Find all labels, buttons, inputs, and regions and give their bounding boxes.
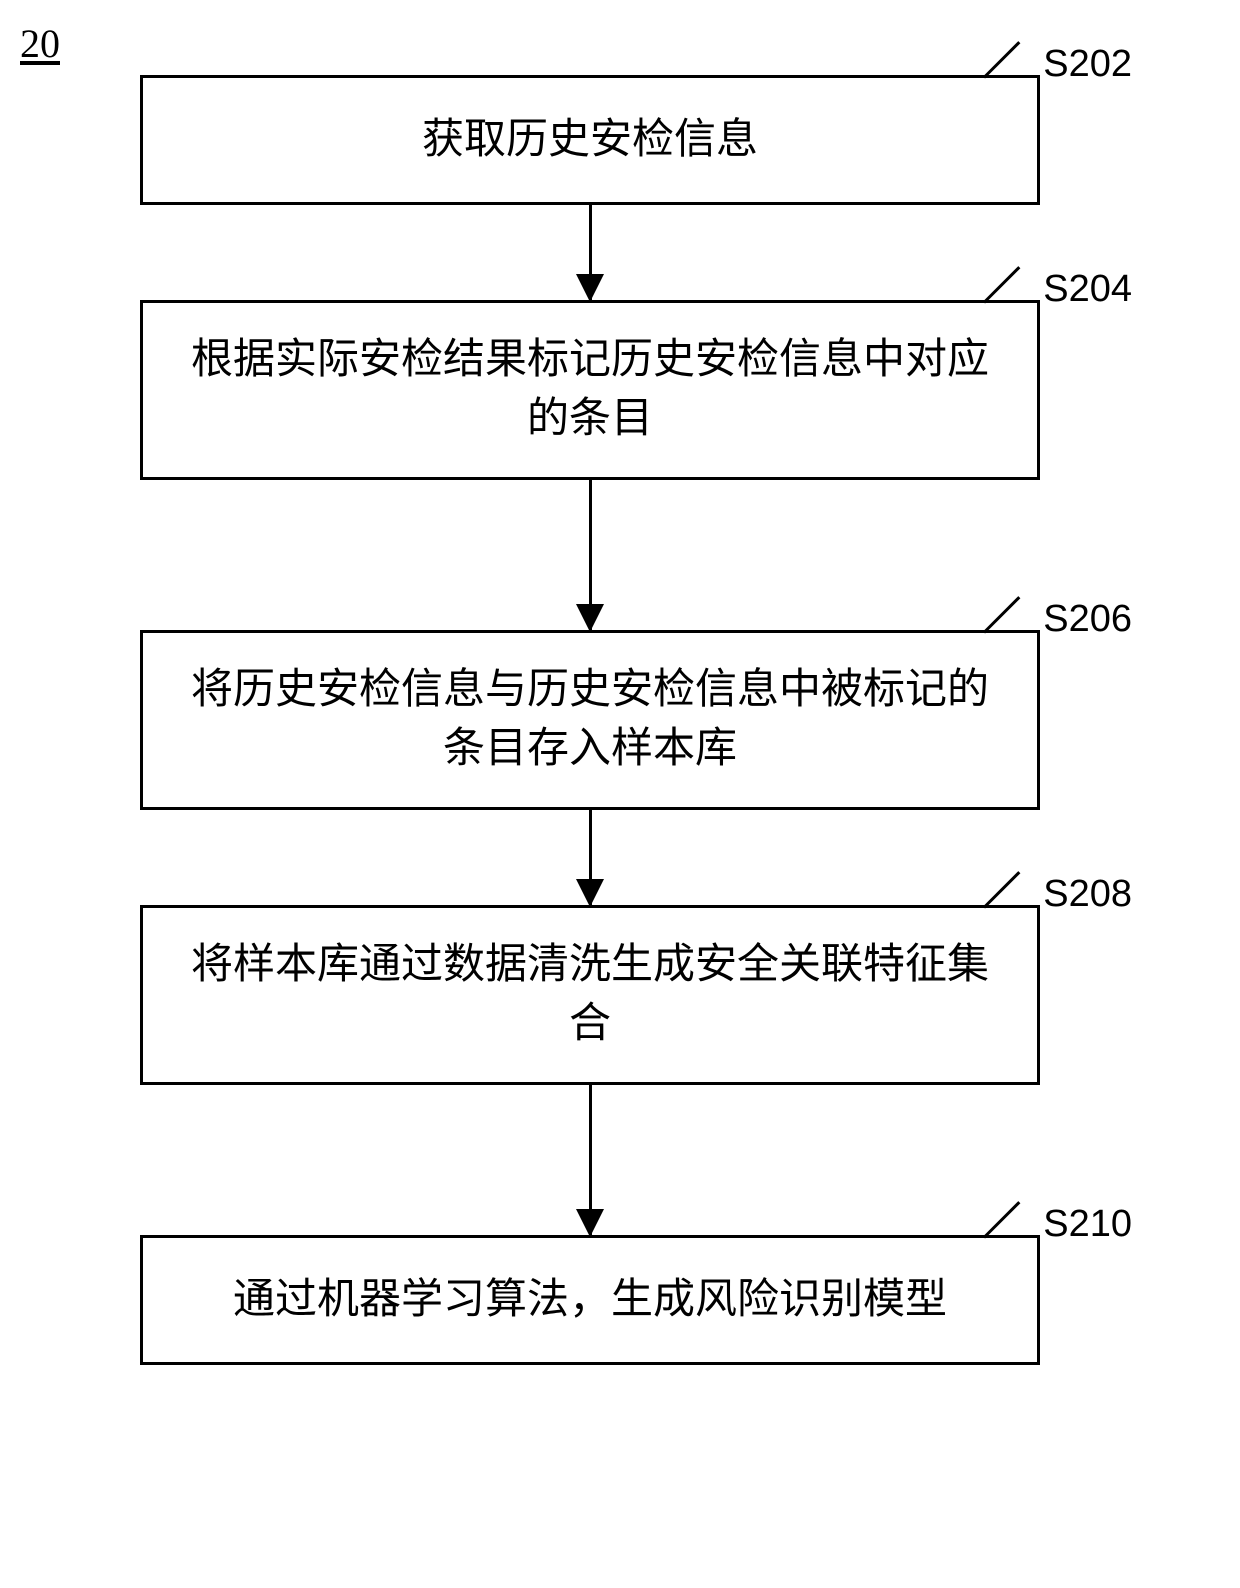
step-text: 将样本库通过数据清洗生成安全关联特征集合 <box>183 936 997 1054</box>
step-box-s202: S202 获取历史安检信息 <box>140 75 1040 205</box>
step-text: 获取历史安检信息 <box>422 111 758 170</box>
arrow-down-icon <box>589 1085 592 1235</box>
label-connector <box>984 631 1039 686</box>
step-label: S204 <box>1043 263 1132 316</box>
step-text: 通过机器学习算法，生成风险识别模型 <box>233 1271 947 1330</box>
step-box-s204: S204 根据实际安检结果标记历史安检信息中对应的条目 <box>140 300 1040 480</box>
step-label: S202 <box>1043 38 1132 91</box>
label-connector <box>984 1236 1039 1291</box>
figure-number: 20 <box>20 20 60 67</box>
step-label: S206 <box>1043 593 1132 646</box>
step-label: S208 <box>1043 868 1132 921</box>
step-box-s210: S210 通过机器学习算法，生成风险识别模型 <box>140 1235 1040 1365</box>
label-connector <box>984 906 1039 961</box>
flowchart-container: S202 获取历史安检信息 S204 根据实际安检结果标记历史安检信息中对应的条… <box>140 75 1100 1365</box>
step-text: 根据实际安检结果标记历史安检信息中对应的条目 <box>183 331 997 449</box>
arrow-down-icon <box>589 480 592 630</box>
arrow-container <box>140 810 1040 905</box>
step-label: S210 <box>1043 1198 1132 1251</box>
arrow-down-icon <box>589 205 592 300</box>
arrow-container <box>140 205 1040 300</box>
step-box-s206: S206 将历史安检信息与历史安检信息中被标记的条目存入样本库 <box>140 630 1040 810</box>
arrow-container <box>140 480 1040 630</box>
arrow-down-icon <box>589 810 592 905</box>
step-box-s208: S208 将样本库通过数据清洗生成安全关联特征集合 <box>140 905 1040 1085</box>
label-connector <box>984 301 1039 356</box>
arrow-container <box>140 1085 1040 1235</box>
label-connector <box>984 76 1039 131</box>
step-text: 将历史安检信息与历史安检信息中被标记的条目存入样本库 <box>183 661 997 779</box>
